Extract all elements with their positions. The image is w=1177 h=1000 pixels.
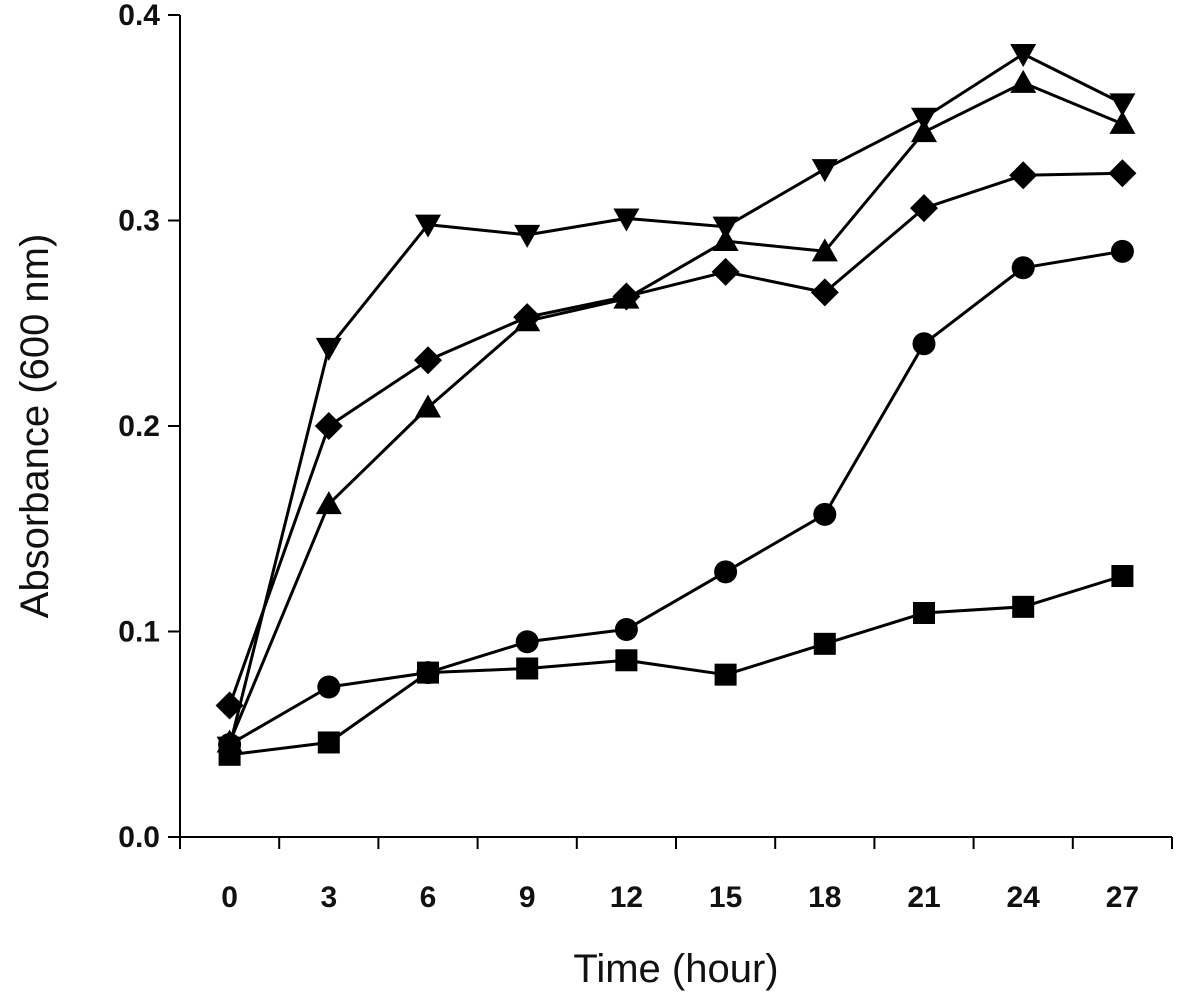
x-tick-label: 6 (420, 881, 437, 914)
data-point-circle (1011, 256, 1035, 280)
data-point-triangle-up (811, 238, 838, 262)
data-point-triangle-down (514, 224, 541, 248)
x-axis-title: Time (hour) (573, 947, 778, 991)
data-point-triangle-down (712, 216, 739, 240)
series-line-triangle-down (228, 52, 1124, 747)
series-line-square (229, 574, 1123, 757)
axes: 0.0 0.1 0.2 0.3 0.4 0 3 6 9 12 15 18 21 24 27 (118, 0, 1173, 914)
data-point-diamond (711, 257, 740, 286)
y-tick-label: 0.0 (118, 821, 160, 854)
axis-labels: Time (hour) Absorbance (600 nm) (13, 234, 779, 991)
data-point-circle (416, 661, 440, 685)
y-axis-title: Absorbance (600 nm) (13, 234, 57, 619)
data-point-triangle-down (1010, 44, 1037, 68)
y-tick-label: 0.3 (118, 205, 160, 238)
data-point-triangle-up (315, 491, 342, 515)
data-point-triangle-down (911, 107, 937, 131)
series-triangle-down (216, 44, 1136, 760)
data-point-circle (1110, 239, 1134, 263)
data-point-square (317, 731, 340, 754)
data-point-square (714, 663, 737, 686)
y-tick-label: 0.4 (118, 0, 160, 32)
data-point-circle (714, 560, 738, 584)
x-tick-label: 9 (519, 881, 536, 914)
data-point-diamond (612, 282, 641, 311)
data-point-triangle-up (415, 394, 441, 418)
data-point-diamond (314, 412, 343, 440)
x-tick-label: 24 (1007, 881, 1041, 914)
data-point-triangle-down (613, 208, 640, 232)
data-point-diamond (810, 278, 839, 307)
series-line-circle (228, 249, 1123, 746)
data-point-square (913, 602, 935, 625)
x-tick-label: 12 (610, 881, 643, 914)
data-point-circle (813, 502, 837, 526)
data-point-circle (317, 675, 341, 699)
data-point-square (1111, 565, 1134, 588)
series-circle (218, 239, 1134, 757)
data-point-triangle-down (1109, 93, 1136, 117)
data-point-triangle-down (216, 736, 243, 760)
x-tick-label: 27 (1106, 881, 1139, 914)
data-point-diamond (1009, 161, 1038, 190)
data-point-diamond (910, 194, 938, 223)
series-line-diamond (228, 171, 1123, 707)
series-line-triangle-up (228, 81, 1123, 744)
data-point-diamond (215, 691, 244, 720)
data-point-diamond (414, 346, 442, 375)
y-tick-label: 0.1 (118, 616, 160, 649)
data-point-square (516, 657, 539, 680)
data-point-square (615, 649, 638, 672)
data-point-triangle-up (1010, 69, 1037, 93)
series-triangle-up (216, 69, 1136, 753)
data-point-diamond (513, 303, 542, 332)
data-point-square (1012, 595, 1035, 618)
x-tick-label: 15 (709, 881, 742, 914)
series-layer (215, 44, 1137, 766)
series-diamond (215, 159, 1137, 720)
x-tick-label: 0 (221, 881, 238, 914)
x-tick-label: 21 (907, 881, 940, 914)
data-point-square (813, 632, 836, 655)
series-square (218, 565, 1134, 766)
data-point-triangle-down (315, 337, 342, 361)
data-point-circle (515, 630, 539, 654)
y-tick-label: 0.2 (118, 410, 160, 443)
data-point-triangle-down (811, 159, 838, 183)
data-point-circle (614, 617, 638, 641)
data-point-circle (912, 332, 936, 356)
x-tick-label: 18 (808, 881, 841, 914)
data-point-triangle-down (415, 214, 441, 238)
data-point-triangle-up (1109, 110, 1136, 134)
x-tick-label: 3 (320, 881, 337, 914)
data-point-diamond (1108, 159, 1137, 188)
